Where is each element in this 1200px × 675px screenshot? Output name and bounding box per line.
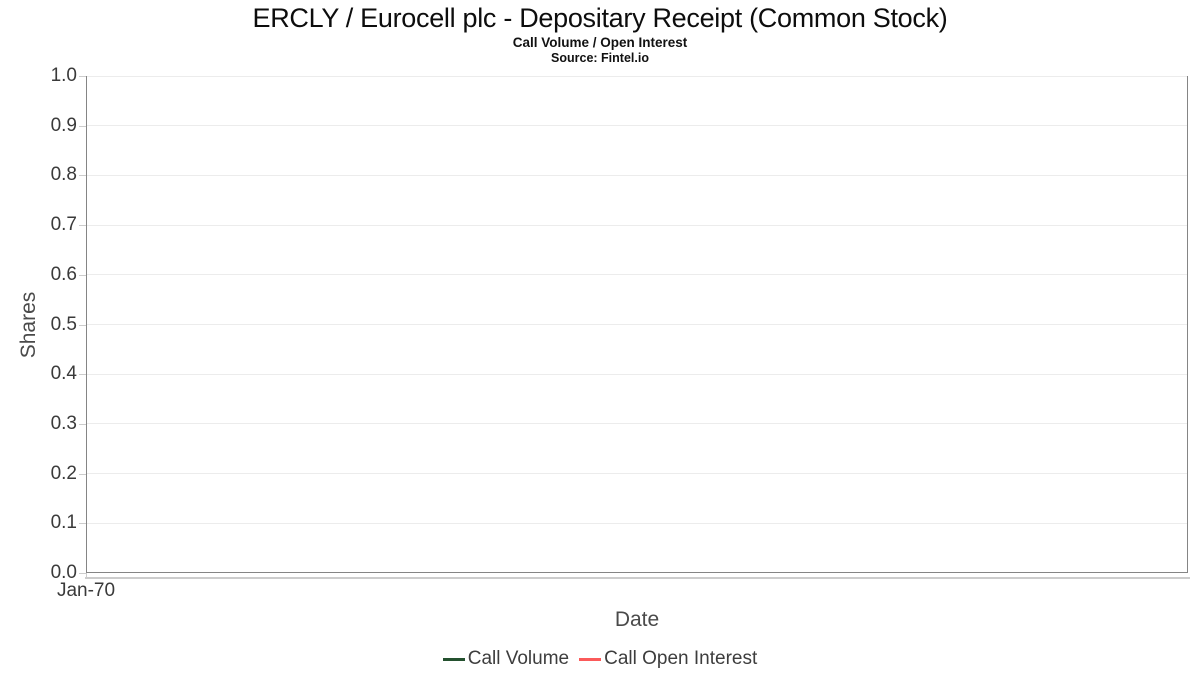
y-tick-label: 0.9 bbox=[50, 114, 77, 136]
y-tick-label: 0.8 bbox=[50, 164, 77, 186]
y-tick-mark bbox=[79, 573, 86, 574]
y-tick-mark bbox=[79, 125, 86, 127]
chart-title: ERCLY / Eurocell plc - Depositary Receip… bbox=[252, 3, 948, 33]
y-tick-label: 0.7 bbox=[50, 214, 77, 236]
y-tick-mark bbox=[79, 374, 86, 376]
chart-legend: Call Volume Call Open Interest bbox=[0, 648, 1200, 670]
legend-line-marker bbox=[579, 657, 602, 661]
legend-line-marker bbox=[442, 657, 465, 661]
chart-source: Source: Fintel.io bbox=[551, 51, 649, 65]
gridline bbox=[87, 522, 1187, 524]
y-tick-label: 0.4 bbox=[50, 363, 77, 385]
y-axis-title: Shares bbox=[17, 291, 40, 359]
y-tick-mark bbox=[79, 76, 86, 77]
y-tick-mark bbox=[79, 225, 86, 227]
y-tick-mark bbox=[79, 473, 86, 475]
y-tick-label: 0.0 bbox=[50, 562, 77, 583]
y-tick-label: 1.0 bbox=[50, 65, 77, 86]
y-tick-mark bbox=[79, 423, 86, 425]
gridline bbox=[87, 473, 1187, 475]
x-axis-title: Date bbox=[614, 608, 660, 631]
gridline bbox=[87, 125, 1187, 127]
gridline bbox=[87, 423, 1187, 425]
y-tick-label: 0.2 bbox=[50, 462, 77, 484]
x-tick-mark bbox=[86, 573, 87, 579]
gridline bbox=[87, 274, 1187, 276]
y-tick-label: 0.1 bbox=[50, 512, 77, 534]
y-tick-mark bbox=[79, 324, 86, 326]
gridline bbox=[87, 174, 1187, 176]
y-tick-mark bbox=[79, 175, 86, 177]
x-axis-line bbox=[85, 577, 1190, 579]
y-tick-label: 0.5 bbox=[50, 313, 77, 335]
legend-item: Call Volume bbox=[442, 648, 570, 670]
x-tick-label: Jan-70 bbox=[56, 580, 116, 601]
legend-label: Call Open Interest bbox=[604, 648, 758, 669]
y-tick-mark bbox=[79, 523, 86, 525]
gridline bbox=[87, 75, 1187, 77]
y-tick-mark bbox=[79, 274, 86, 276]
gridline bbox=[87, 373, 1187, 375]
legend-label: Call Volume bbox=[467, 648, 570, 669]
y-tick-label: 0.3 bbox=[50, 412, 77, 434]
gridline bbox=[87, 224, 1187, 226]
plot-area bbox=[86, 75, 1188, 573]
y-tick-label: 0.6 bbox=[50, 263, 77, 285]
chart-subtitle: Call Volume / Open Interest bbox=[512, 35, 688, 50]
legend-item: Call Open Interest bbox=[579, 648, 757, 670]
gridline bbox=[87, 324, 1187, 325]
